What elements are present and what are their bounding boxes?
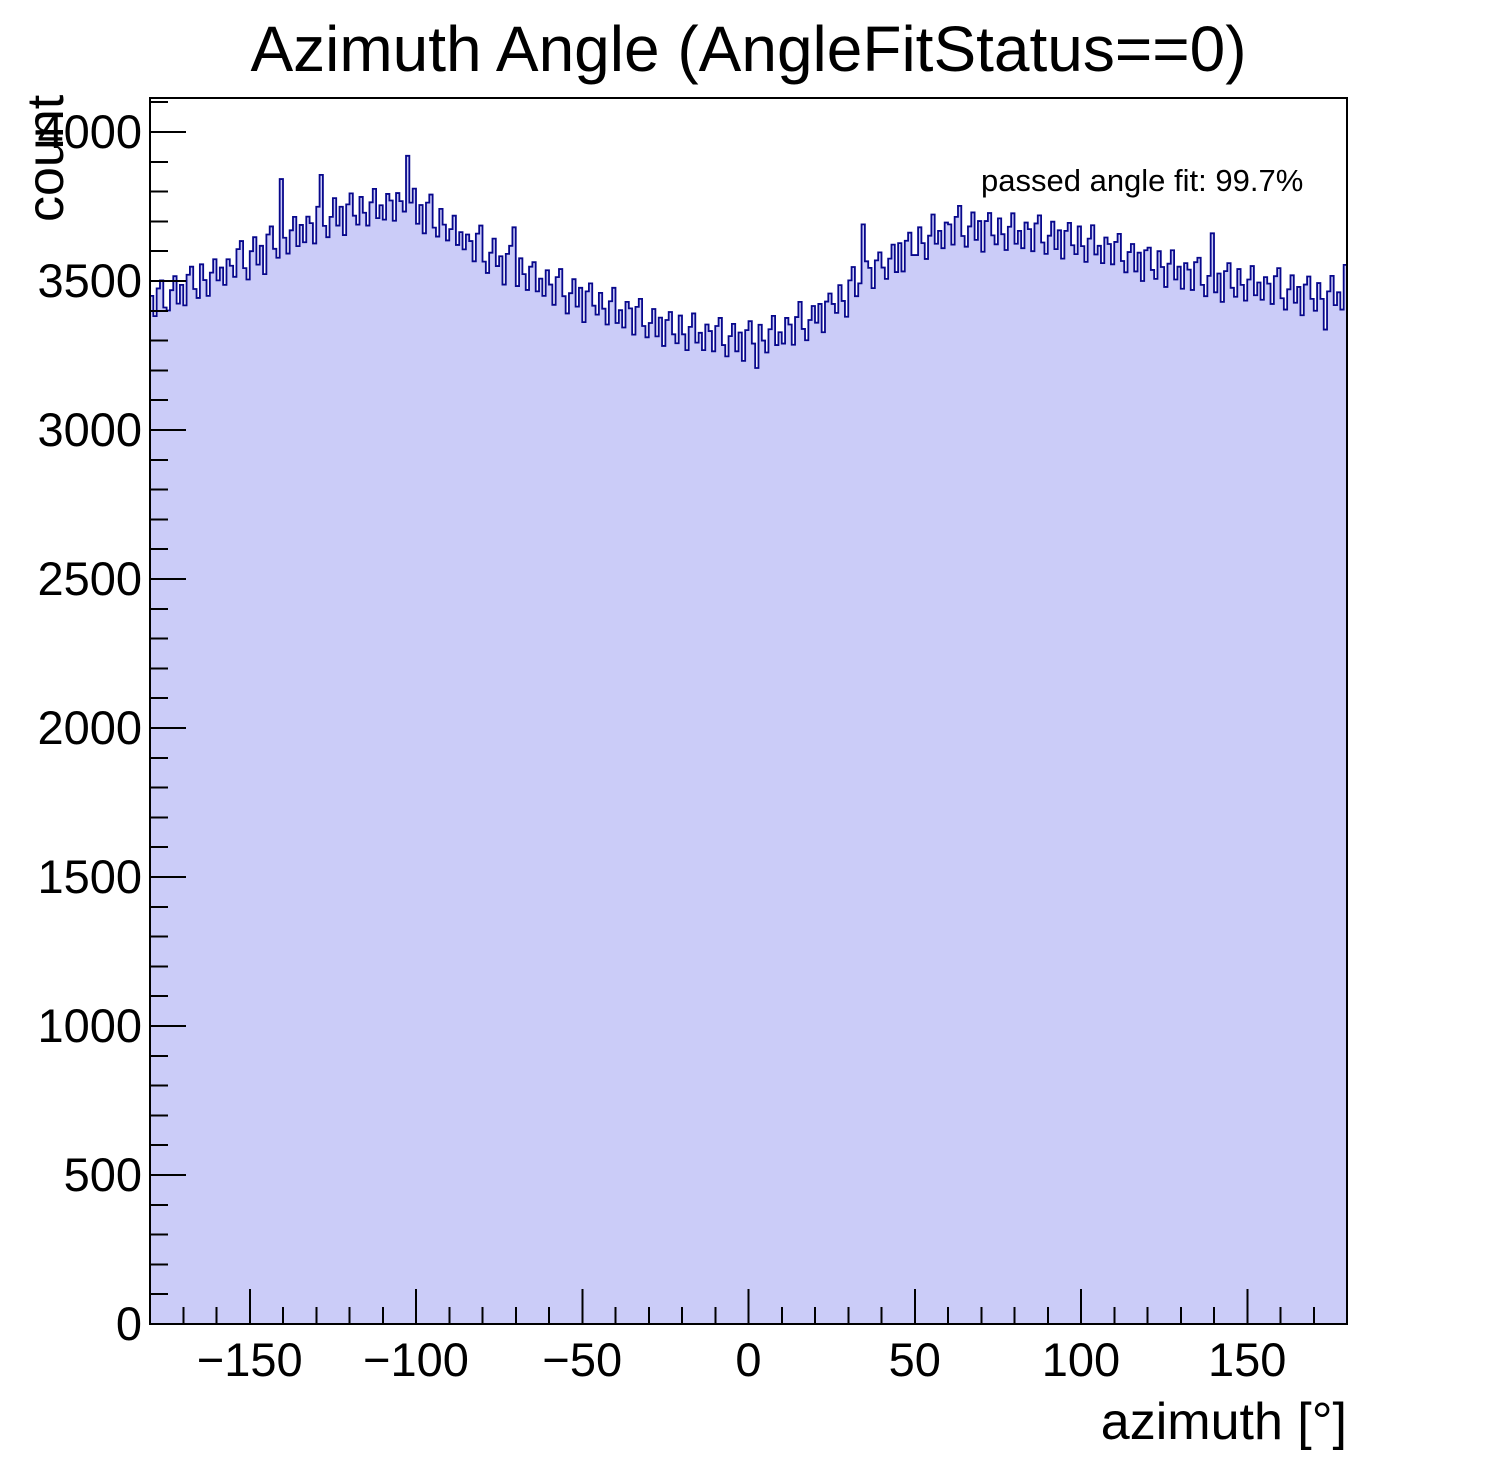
x-tick-label-0: 0 (735, 1333, 762, 1386)
x-tick-label-100: 100 (1041, 1333, 1121, 1386)
x-tick-label-150: 150 (1208, 1333, 1287, 1386)
y-tick-label-3000: 3000 (37, 402, 142, 456)
x-axis-title: azimuth [°] (1100, 1393, 1347, 1451)
x-tick-label--150: −150 (196, 1333, 303, 1386)
histogram-series (149, 154, 1348, 1325)
passed-angle-fit-annotation: passed angle fit: 99.7% (981, 163, 1304, 198)
y-tick-label-2500: 2500 (37, 551, 142, 605)
x-tick-label-50: 50 (888, 1333, 941, 1386)
x-tick-label--100: −100 (363, 1333, 469, 1386)
y-tick-label-3500: 3500 (37, 253, 142, 307)
plot-frame (149, 97, 1348, 1325)
y-tick-label-4000: 4000 (37, 104, 142, 158)
y-tick-label-1000: 1000 (37, 998, 142, 1052)
y-tick-label-1500: 1500 (37, 849, 142, 903)
y-tick-label-2000: 2000 (37, 700, 142, 754)
y-tick-label-0: 0 (115, 1297, 142, 1350)
y-tick-label-500: 500 (63, 1147, 142, 1201)
x-tick-label--50: −50 (542, 1333, 623, 1386)
chart-title: Azimuth Angle (AngleFitStatus==0) (250, 13, 1247, 85)
